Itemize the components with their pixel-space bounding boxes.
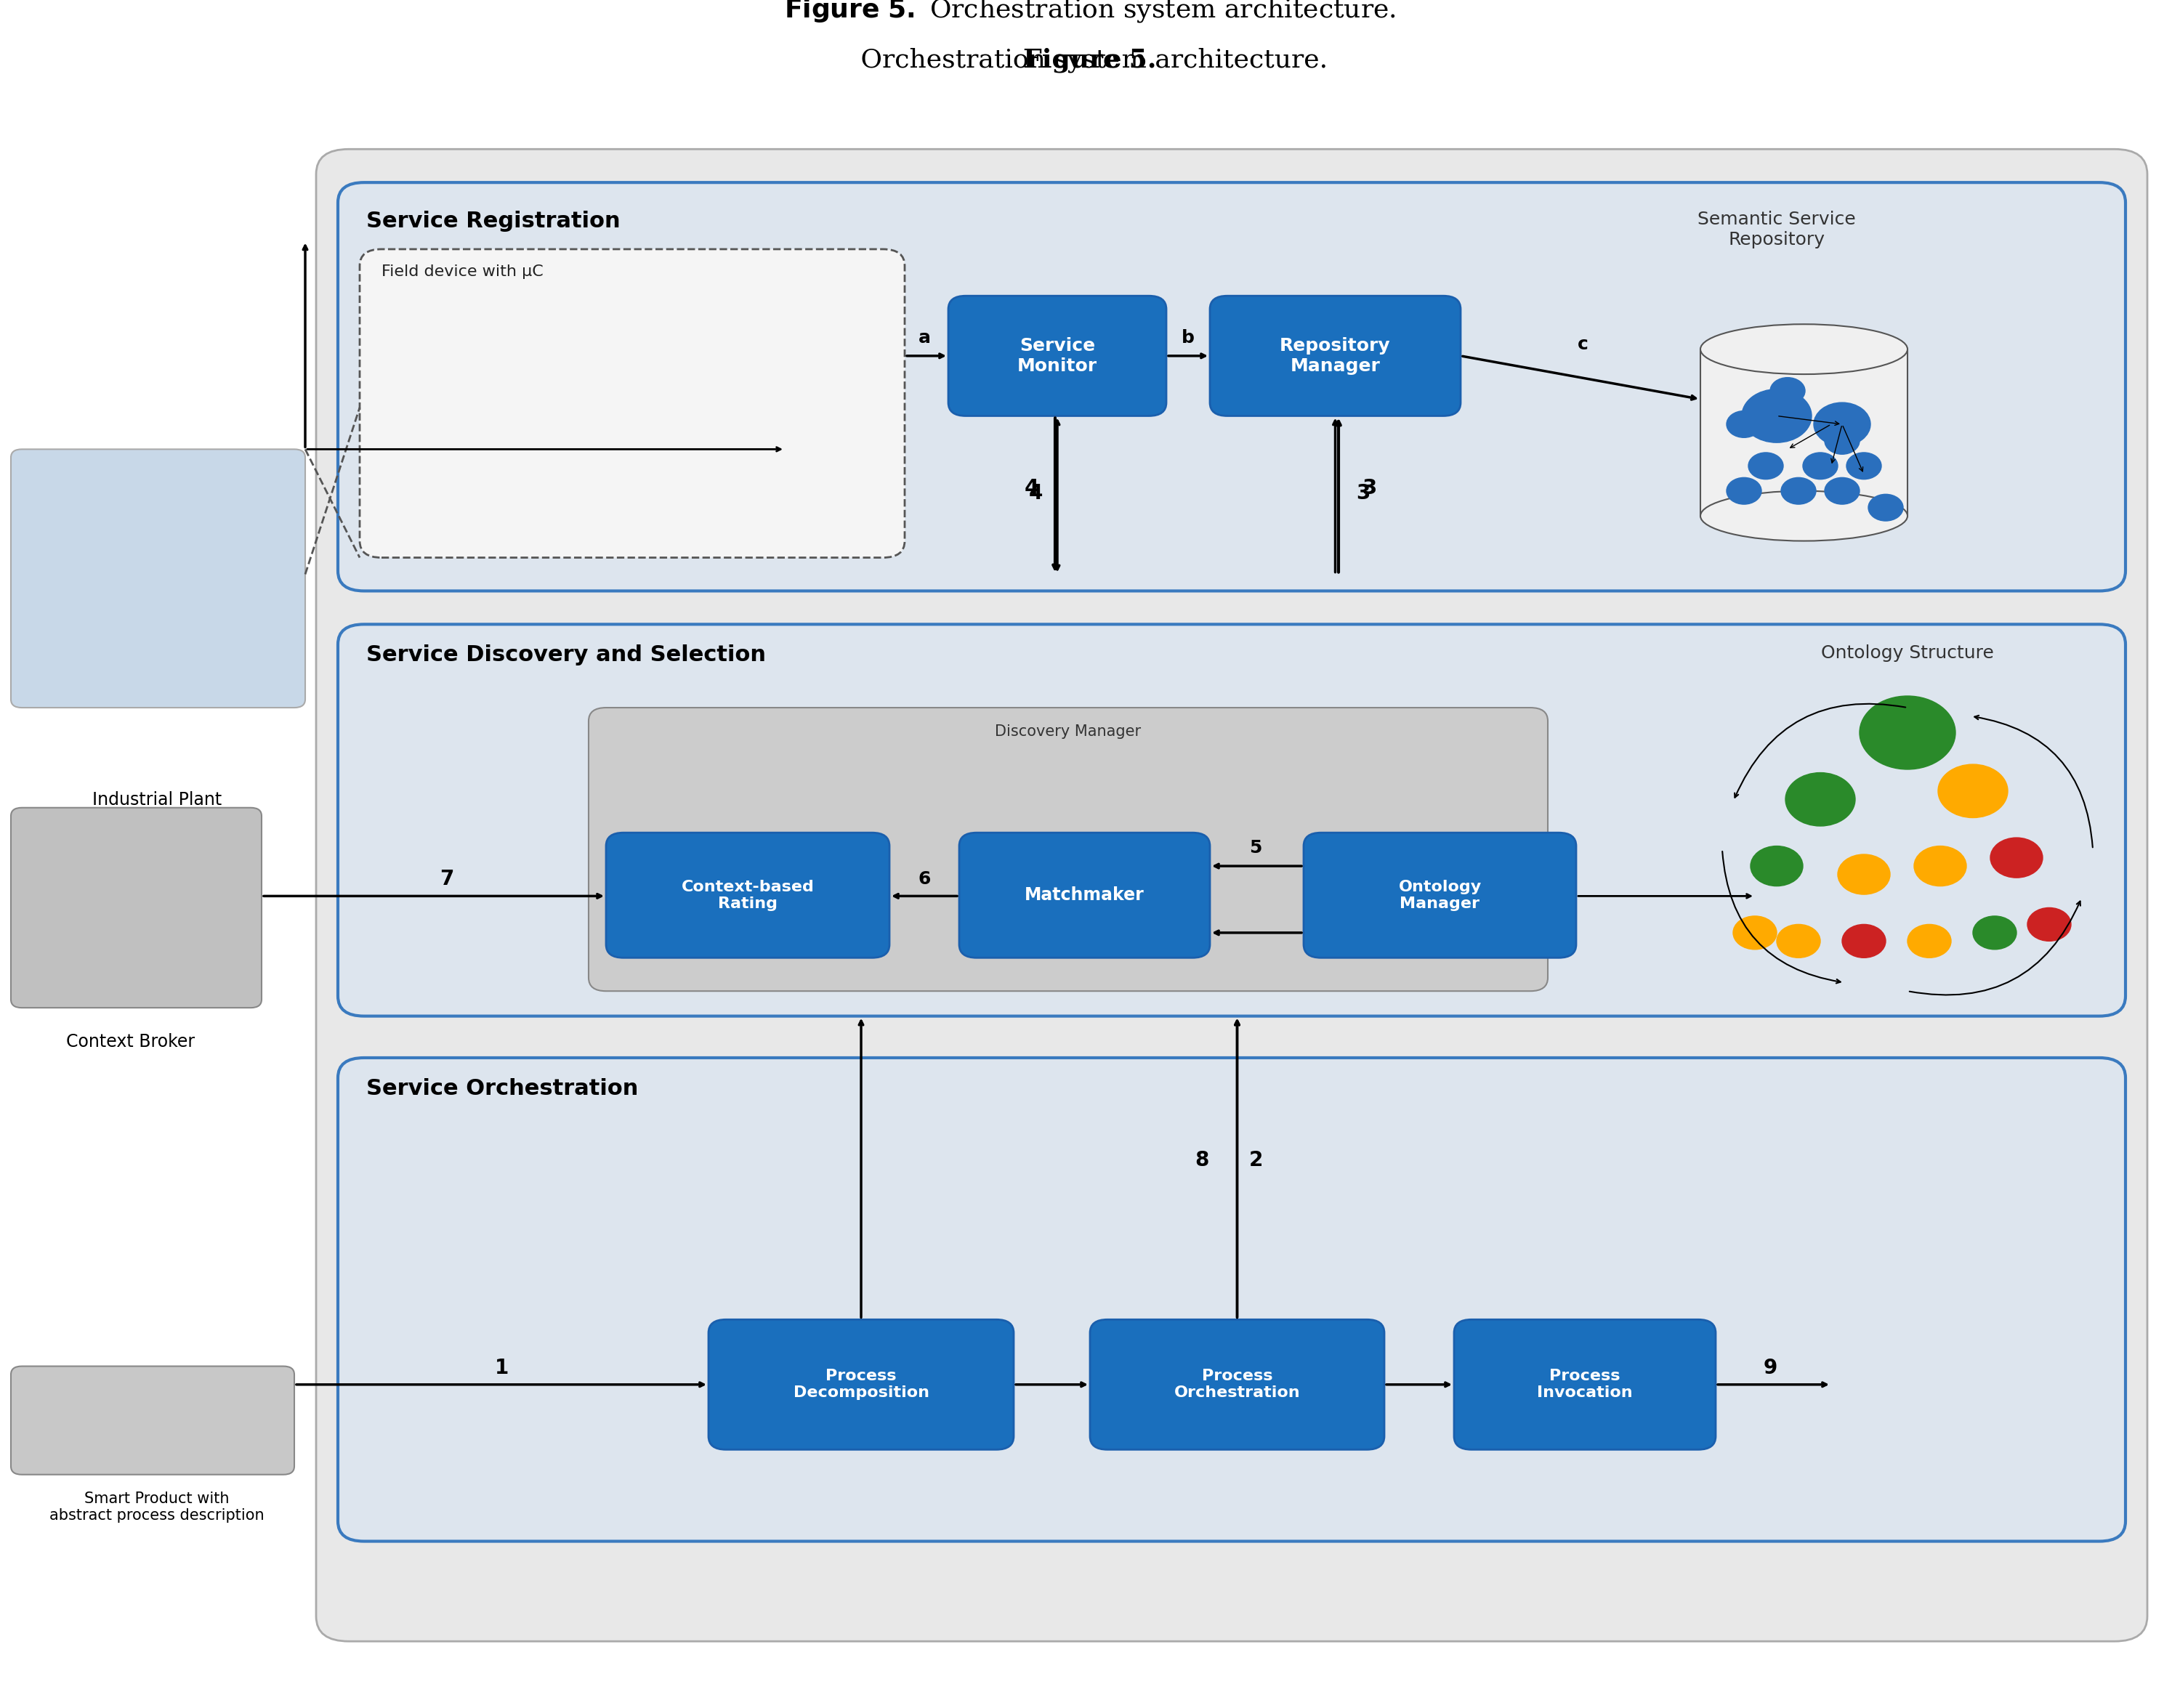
Text: Service
Monitor: Service Monitor [1018,336,1097,374]
FancyBboxPatch shape [360,249,905,557]
Circle shape [1742,389,1812,442]
Circle shape [1770,377,1805,405]
Text: Service Orchestration: Service Orchestration [366,1078,639,1098]
Text: Semantic Service
Repository: Semantic Service Repository [1698,210,1855,248]
Text: Ontology
Manager: Ontology Manager [1397,880,1482,910]
FancyBboxPatch shape [1304,834,1576,958]
FancyBboxPatch shape [948,295,1166,415]
Text: 8: 8 [1195,1149,1208,1170]
Circle shape [1846,453,1881,480]
FancyBboxPatch shape [338,183,2126,591]
Circle shape [1825,427,1860,454]
Text: 6: 6 [918,871,931,888]
Text: Figure 5.: Figure 5. [1022,48,1158,72]
Circle shape [1727,412,1761,437]
FancyBboxPatch shape [606,834,889,958]
FancyBboxPatch shape [338,1057,2126,1541]
Circle shape [1751,845,1803,886]
Text: 9: 9 [1764,1358,1777,1378]
Circle shape [1842,924,1886,958]
Text: a: a [918,330,931,347]
Text: Context-based
Rating: Context-based Rating [682,880,813,910]
Circle shape [1908,924,1951,958]
Circle shape [1868,494,1903,521]
Text: Service Registration: Service Registration [366,210,621,232]
Text: Process
Decomposition: Process Decomposition [794,1368,929,1401]
FancyBboxPatch shape [708,1320,1014,1450]
Circle shape [1825,478,1860,504]
Text: $\bf{Figure\ 5.}$ Orchestration system architecture.: $\bf{Figure\ 5.}$ Orchestration system a… [785,0,1395,24]
Text: Ontology Structure: Ontology Structure [1820,644,1995,661]
Text: b: b [1182,330,1195,347]
Text: Matchmaker: Matchmaker [1025,886,1145,904]
Circle shape [1727,478,1761,504]
FancyBboxPatch shape [1454,1320,1716,1450]
FancyBboxPatch shape [11,808,262,1008]
Ellipse shape [1700,490,1908,541]
Text: 2: 2 [1249,1149,1262,1170]
Circle shape [1777,924,1820,958]
FancyBboxPatch shape [11,1366,294,1474]
Text: Field device with μC: Field device with μC [382,265,543,278]
Circle shape [1733,915,1777,950]
Circle shape [1785,772,1855,827]
Text: 4: 4 [1029,483,1042,504]
Circle shape [1938,765,2008,818]
Text: 3: 3 [1362,478,1378,499]
Text: c: c [1578,335,1587,354]
Text: 5: 5 [1249,839,1262,856]
Text: Industrial Plant: Industrial Plant [92,791,222,808]
Text: Process
Invocation: Process Invocation [1537,1368,1633,1401]
Circle shape [1814,403,1870,446]
FancyBboxPatch shape [316,149,2147,1641]
Text: 3: 3 [1356,483,1369,504]
FancyBboxPatch shape [1090,1320,1384,1450]
Text: Service Discovery and Selection: Service Discovery and Selection [366,644,765,666]
Circle shape [2027,907,2071,941]
FancyBboxPatch shape [959,834,1210,958]
Text: 7: 7 [440,869,453,890]
Text: Process
Orchestration: Process Orchestration [1175,1368,1299,1401]
Circle shape [1803,453,1838,480]
Circle shape [1990,837,2043,878]
Circle shape [1914,845,1966,886]
Text: 4: 4 [1025,478,1040,499]
FancyBboxPatch shape [1700,348,1908,516]
Circle shape [1973,915,2016,950]
FancyBboxPatch shape [11,449,305,707]
Text: Repository
Manager: Repository Manager [1280,336,1391,374]
FancyBboxPatch shape [1210,295,1461,415]
Circle shape [1748,453,1783,480]
Text: Context Broker: Context Broker [65,1033,196,1050]
Circle shape [1860,695,1955,769]
FancyBboxPatch shape [589,707,1548,991]
Text: Discovery Manager: Discovery Manager [994,724,1142,740]
Circle shape [1781,478,1816,504]
Text: 1: 1 [495,1358,508,1378]
Ellipse shape [1700,325,1908,374]
Circle shape [1838,854,1890,895]
Text: Orchestration system architecture.: Orchestration system architecture. [852,48,1328,72]
FancyBboxPatch shape [338,625,2126,1016]
Text: Smart Product with
abstract process description: Smart Product with abstract process desc… [50,1491,264,1522]
